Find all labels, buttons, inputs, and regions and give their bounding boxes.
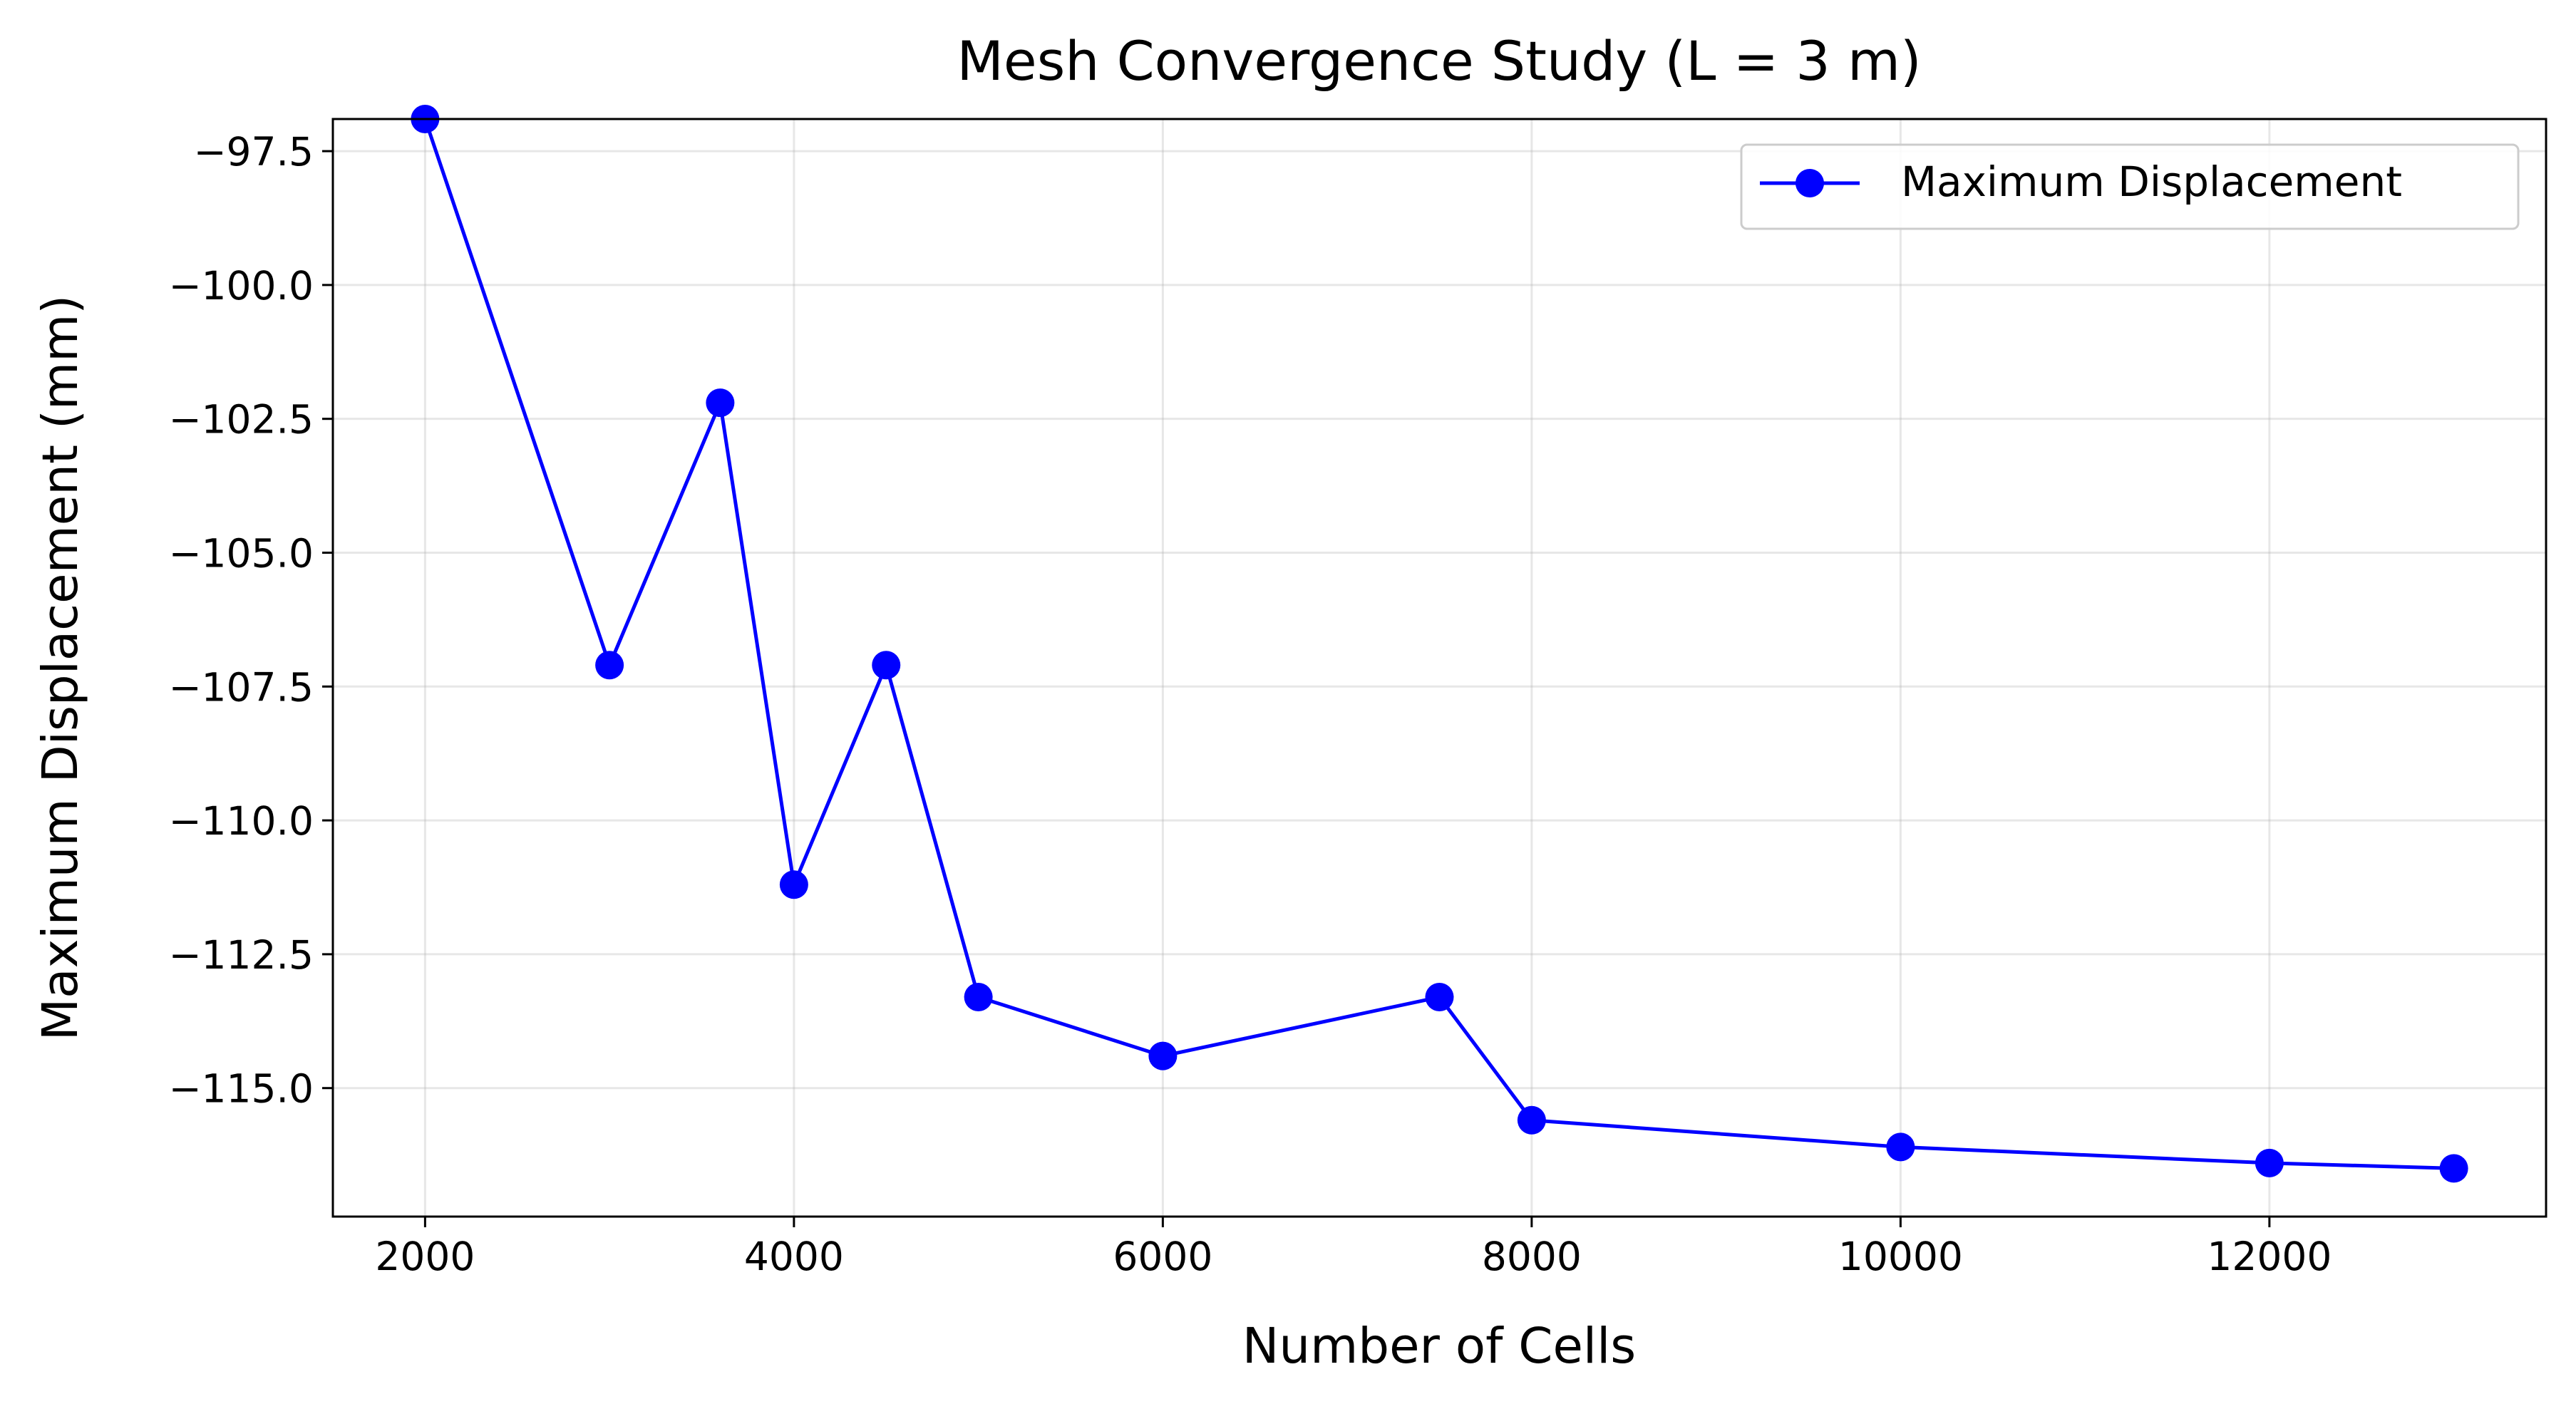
y-tick-label: −115.0	[168, 1066, 314, 1112]
y-tick-label: −107.5	[168, 664, 314, 710]
data-point	[2439, 1154, 2468, 1183]
x-tick-label: 8000	[1482, 1234, 1582, 1279]
y-axis: −97.5 −100.0 −102.5 −105.0 −107.5 −110.0 −112.…	[168, 129, 333, 1112]
series-line	[423, 118, 2454, 1170]
legend: Maximum Displacement	[1740, 143, 2520, 230]
chart-title: Mesh Convergence Study (L = 3 m)	[957, 29, 1921, 93]
legend-marker-swatch	[1796, 169, 1824, 197]
data-point	[2255, 1148, 2284, 1177]
data-point	[1886, 1132, 1915, 1162]
data-point	[1517, 1105, 1546, 1135]
y-axis-label: Maximum Displacement (mm)	[32, 295, 89, 1041]
data-point	[1425, 983, 1454, 1011]
data-point	[872, 651, 901, 680]
y-tick-label: −110.0	[168, 798, 314, 844]
y-tick-label: −100.0	[168, 263, 314, 309]
x-axis: 2000 4000 6000 8000 10000 12000	[375, 1217, 2332, 1279]
x-tick-label: 10000	[1838, 1234, 1963, 1279]
x-tick-label: 2000	[375, 1234, 475, 1279]
data-point	[1148, 1041, 1178, 1070]
x-tick-label: 4000	[744, 1234, 844, 1279]
y-tick-label: −112.5	[168, 932, 314, 978]
legend-box	[1740, 143, 2520, 230]
y-tick-label: −105.0	[168, 530, 314, 576]
legend-label: Maximum Displacement	[1901, 158, 2402, 206]
series-layer	[411, 105, 2468, 1183]
x-axis-label: Number of Cells	[1242, 1318, 1636, 1375]
data-point	[706, 388, 735, 418]
data-point	[964, 983, 993, 1011]
y-tick-label: −102.5	[168, 397, 314, 443]
data-point	[779, 870, 808, 899]
x-tick-label: 12000	[2207, 1234, 2332, 1279]
x-tick-label: 6000	[1113, 1234, 1212, 1279]
data-point	[595, 651, 624, 680]
plot-frame	[331, 118, 2547, 1218]
y-tick-label: −97.5	[193, 129, 314, 175]
